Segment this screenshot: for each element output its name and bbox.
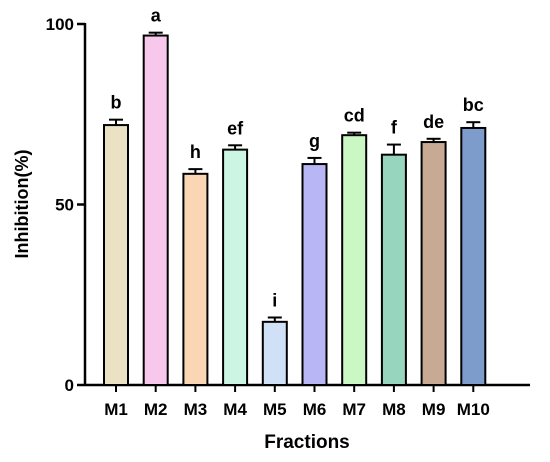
error-bar-m5 xyxy=(267,316,282,322)
significance-label-m4: ef xyxy=(227,118,244,138)
y-tick-label: 50 xyxy=(55,196,74,215)
bar-m10 xyxy=(460,126,487,387)
bar-m4 xyxy=(222,148,249,386)
y-axis-title: Inhibition(%) xyxy=(12,150,32,259)
error-bar-m2 xyxy=(148,31,163,36)
x-tick-label-m10: M10 xyxy=(457,400,490,419)
y-axis-ticks: 0 50 100 xyxy=(46,15,85,395)
y-tick-label: 100 xyxy=(46,15,74,34)
significance-label-m8: f xyxy=(391,118,398,138)
bar-m6 xyxy=(301,163,328,386)
x-tick-label-m9: M9 xyxy=(422,400,446,419)
error-bar-m1 xyxy=(109,118,123,126)
x-tick-label-m5: M5 xyxy=(263,400,287,419)
error-bars xyxy=(109,31,481,322)
error-bar-m7 xyxy=(347,131,362,136)
bar-m3 xyxy=(182,172,209,386)
x-tick-label-m7: M7 xyxy=(342,400,366,419)
bar-m8 xyxy=(380,153,407,386)
error-bar-m3 xyxy=(188,168,203,174)
x-tick-label-m3: M3 xyxy=(184,400,208,419)
significance-label-m9: de xyxy=(423,112,444,132)
error-bar-m9 xyxy=(426,137,441,143)
x-tick-label-m2: M2 xyxy=(144,400,168,419)
bar-m9 xyxy=(420,141,447,386)
bar-m7 xyxy=(341,134,368,386)
significance-label-m7: cd xyxy=(344,106,365,126)
x-axis-title: Fractions xyxy=(264,432,350,453)
significance-label-m10: bc xyxy=(463,95,484,115)
x-tick-label-m4: M4 xyxy=(223,400,247,419)
x-tick-label-m8: M8 xyxy=(382,400,406,419)
significance-label-m3: h xyxy=(190,142,201,162)
significance-label-m2: a xyxy=(151,6,162,26)
x-tick-label-m1: M1 xyxy=(104,400,128,419)
bars xyxy=(103,34,487,387)
bar-m1 xyxy=(103,124,129,387)
error-bar-m8 xyxy=(386,143,401,155)
error-bar-m6 xyxy=(307,156,322,165)
error-bar-m10 xyxy=(466,121,481,128)
y-tick-label: 0 xyxy=(65,376,74,395)
error-bar-m4 xyxy=(228,144,243,150)
bar-m2 xyxy=(142,34,169,386)
significance-label-m6: g xyxy=(309,131,320,151)
x-tick-label-m6: M6 xyxy=(303,400,327,419)
significance-label-m5: i xyxy=(272,290,277,310)
significance-label-m1: b xyxy=(111,93,122,113)
bar-m5 xyxy=(261,320,288,387)
x-axis-ticks: M1 M2 M3 M4 M5 M6 M7 M8 M9 M10 xyxy=(104,385,490,419)
